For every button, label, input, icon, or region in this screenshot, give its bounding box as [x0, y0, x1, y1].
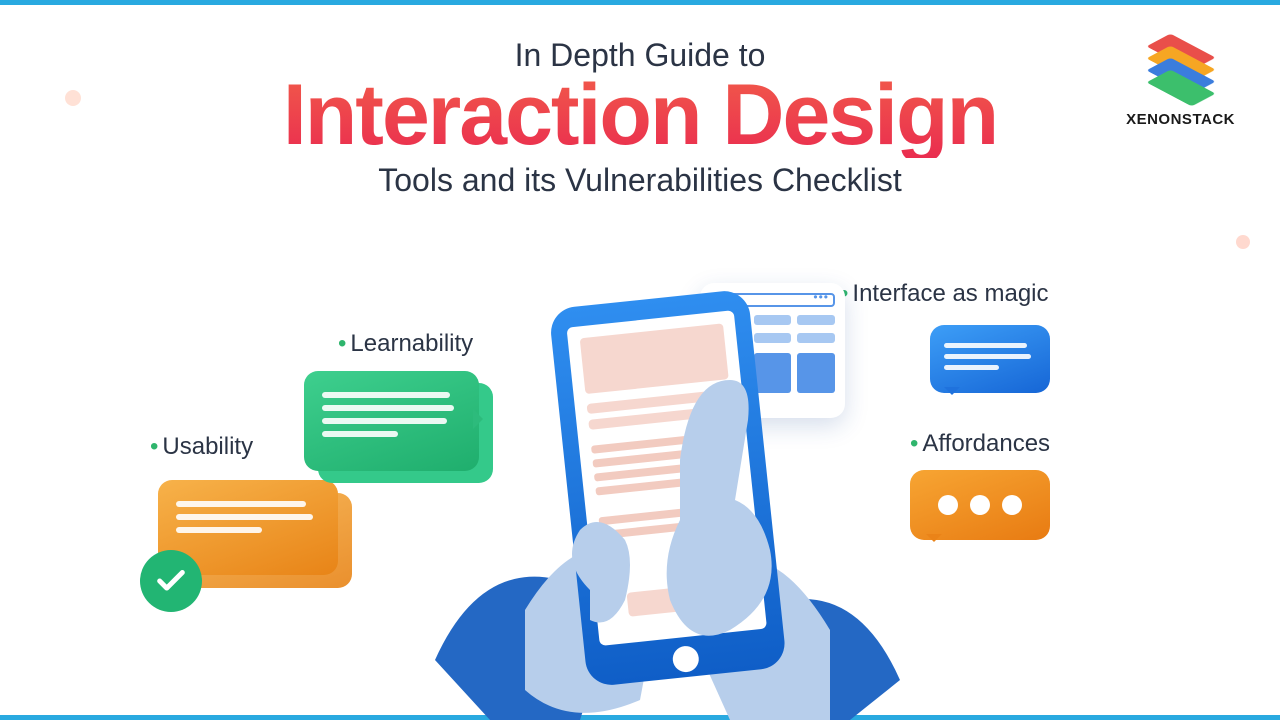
- callout-label: Usability: [162, 433, 253, 460]
- callout-label: Affordances: [922, 430, 1050, 457]
- callout-usability: •Usability: [150, 433, 253, 461]
- bubble-typing-icon: [910, 470, 1050, 540]
- hands-phone-illustration: [430, 260, 910, 720]
- bubble-chat-icon: [930, 325, 1050, 393]
- check-icon: [140, 550, 202, 612]
- callout-affordances: •Affordances: [910, 430, 1050, 458]
- illustration-layer: •Usability •Learnability •Interface as m…: [0, 5, 1280, 715]
